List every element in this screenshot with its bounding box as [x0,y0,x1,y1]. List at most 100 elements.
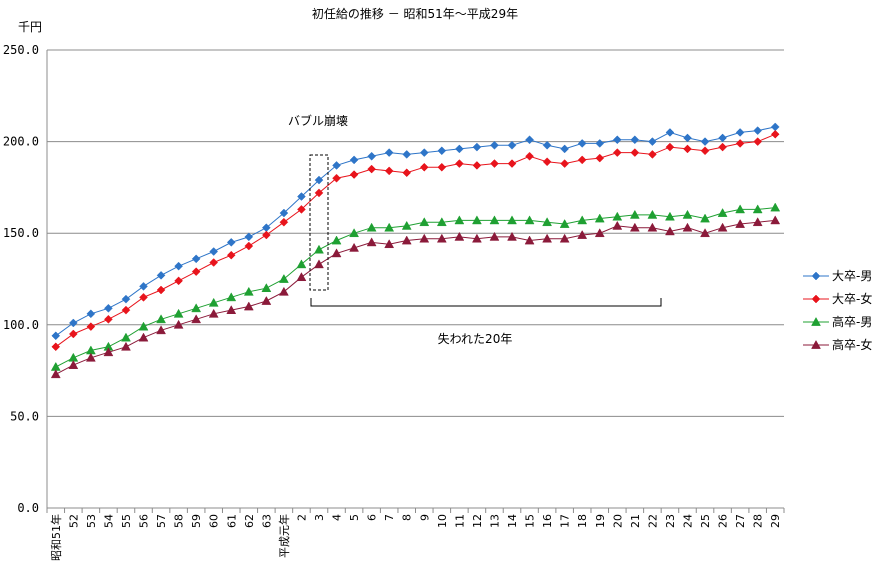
data-point [401,220,412,230]
data-point [735,204,746,214]
data-point [419,233,430,243]
x-tick-label: 55 [120,514,133,528]
data-point [752,217,763,227]
data-point [279,217,289,227]
y-tick-label: 0.0 [17,501,39,515]
data-point [471,215,482,225]
data-point [297,205,306,214]
data-point [139,292,148,302]
bubble-burst-annotation: バブル崩壊 [288,113,348,128]
data-point [401,235,412,245]
x-tick-label: 7 [383,514,396,521]
y-tick-label: 150.0 [3,226,39,240]
data-point [173,308,184,318]
data-point [156,285,166,295]
legend-label: 高卒-女 [832,337,872,352]
x-tick-label: 18 [576,514,589,528]
data-point [455,159,464,168]
data-point [226,238,236,247]
data-point [612,135,622,145]
data-point [173,319,184,329]
legend-label: 大卒-女 [832,291,872,306]
data-point [577,230,588,239]
data-point [103,347,114,357]
legend-item: 高卒-男 [803,314,872,329]
data-point [437,146,447,156]
legend-item: 高卒-女 [803,337,872,352]
data-point [419,217,430,227]
x-tick-label: 23 [664,514,677,528]
x-tick-label: 8 [401,514,414,521]
data-point [121,305,131,315]
data-point [174,261,183,271]
data-point [524,215,535,225]
data-point [753,137,763,146]
data-point [647,209,658,219]
data-point [138,332,149,342]
data-point [648,150,657,159]
data-point [86,309,96,319]
data-point [665,211,675,221]
data-point [665,226,675,236]
data-point [384,239,395,249]
data-point [208,308,219,318]
x-tick-label: 2 [295,514,308,521]
data-point [718,142,727,152]
x-tick-labels: 昭和51年 52 53 54 55 56 57 58 59 60 61 62 63 平成元年 2 3 4 5 6 7 8… [49,514,782,561]
y-tick-labels: 0.0 50.0 100.0 150.0 200.0 250.0 [3,43,39,515]
data-point [700,137,710,146]
data-point [121,341,131,351]
x-tick-label: 昭和51年 [49,514,63,561]
data-point [367,164,376,174]
x-tick-label: 61 [225,514,238,528]
data-point [121,294,131,304]
data-point [331,248,342,258]
x-tick-label: 16 [541,514,554,528]
data-point [384,166,394,176]
data-point [770,215,781,225]
data-point [278,286,289,296]
legend-item: 大卒-女 [803,291,872,306]
data-point [402,150,412,159]
data-point [191,314,202,324]
data-point [770,122,780,132]
data-point [735,139,745,148]
data-point [454,231,465,241]
y-tick-label: 50.0 [10,409,39,423]
data-point [683,133,692,143]
x-tick-label: 52 [67,514,80,528]
data-point [682,222,693,232]
data-point [86,322,96,331]
y-tick-label: 200.0 [3,135,39,149]
data-point [68,318,78,328]
data-point [490,159,499,168]
data-point [735,128,745,137]
data-point [51,331,61,341]
data-point [507,140,517,150]
legend-label: 大卒-男 [832,269,872,283]
data-point [349,228,360,238]
x-tick-label: 5 [348,514,361,521]
legend-label: 高卒-男 [832,314,872,329]
data-point [560,144,570,154]
series-2 [51,129,780,352]
annotations: バブル崩壊 失われた20年 [288,113,662,346]
data-point [367,151,376,161]
data-point [244,241,254,251]
data-point [718,133,727,143]
x-tick-label: 26 [717,514,730,528]
data-point [104,303,113,313]
data-point [191,303,202,313]
x-tick-label: 9 [418,514,431,521]
data-point [437,162,447,172]
x-tick-label: 14 [506,514,519,528]
legend-marker [811,316,821,326]
series-group [50,122,781,379]
data-point [331,235,342,245]
data-point [314,259,324,269]
chart-title: 初任給の推移 － 昭和51年～平成29年 [312,7,518,21]
lost-decades-annotation: 失われた20年 [438,331,513,346]
data-point [647,222,658,232]
data-point [717,208,728,217]
data-point [51,342,61,352]
